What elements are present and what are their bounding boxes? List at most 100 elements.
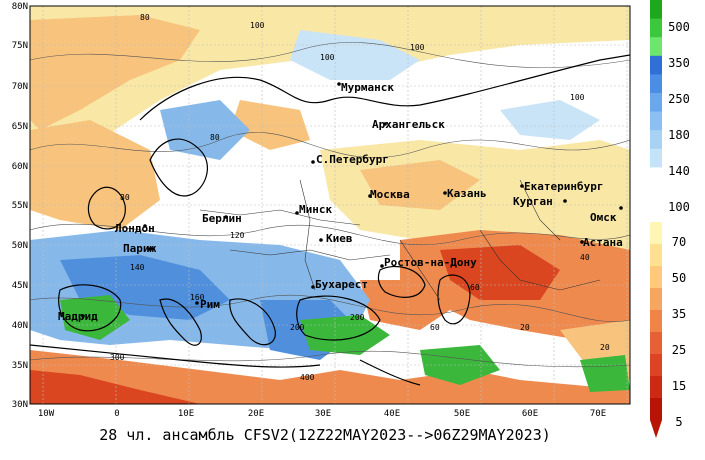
legend-swatch xyxy=(650,55,662,75)
legend-label: 35 xyxy=(672,307,686,321)
contour-label: 60 xyxy=(430,323,440,332)
city-dot xyxy=(143,224,147,228)
contour-label: 40 xyxy=(580,253,590,262)
legend-label: 140 xyxy=(668,164,690,178)
city-dot xyxy=(619,206,623,210)
legend-label: 25 xyxy=(672,343,686,357)
contour-label: 80 xyxy=(210,133,220,142)
lon-label: 10W xyxy=(38,409,55,419)
legend-arrow xyxy=(650,420,662,438)
legend-swatch xyxy=(650,288,662,311)
city-ekaterinburg: Екатеринбург xyxy=(524,180,603,193)
contour-label: 160 xyxy=(190,293,205,302)
legend-lower xyxy=(650,222,662,421)
legend-swatch xyxy=(650,0,662,20)
map-border xyxy=(29,5,631,405)
contour-value-labels: 100 80 100 100 100 80 80 120 140 160 200… xyxy=(110,13,610,382)
lon-label: 40E xyxy=(384,409,400,419)
contour-label: 20 xyxy=(600,343,610,352)
borders xyxy=(199,179,601,301)
contour-label: 20 xyxy=(520,323,530,332)
wet-extreme-asia xyxy=(580,355,630,392)
contour-label: 140 xyxy=(130,263,145,272)
legend-swatch xyxy=(650,244,662,267)
legend-label: 100 xyxy=(668,200,690,214)
lat-label: 60N xyxy=(12,162,28,172)
dry-area-caucasus xyxy=(360,280,450,330)
legend-swatch xyxy=(650,222,662,245)
city-dot xyxy=(295,211,299,215)
legend-swatch xyxy=(650,332,662,355)
legend-upper xyxy=(650,0,662,187)
city-london: Лондон xyxy=(115,222,155,235)
contour-label: 60 xyxy=(470,283,480,292)
legend-swatch xyxy=(650,148,662,168)
legend-label: 50 xyxy=(672,271,686,285)
city-dot xyxy=(380,264,384,268)
lat-label: 35N xyxy=(12,361,28,371)
legend-label: 70 xyxy=(672,235,686,249)
lat-label: 75N xyxy=(12,41,28,51)
dry-area-moscow xyxy=(360,160,480,210)
lon-label: 50E xyxy=(454,409,470,419)
contour-label: 80 xyxy=(120,193,130,202)
city-dot xyxy=(520,184,524,188)
legend-swatch xyxy=(650,37,662,57)
wet-area-scandinavia xyxy=(160,100,250,160)
legend-label: 5 xyxy=(675,415,682,429)
contour-label: 100 xyxy=(250,21,265,30)
lon-label: 70E xyxy=(590,409,606,419)
city-dot xyxy=(195,301,199,305)
city-dot xyxy=(563,199,567,203)
dry-area-south xyxy=(30,350,630,404)
legend-swatch xyxy=(650,310,662,333)
city-dot xyxy=(580,240,584,244)
city-rostov: Ростов-на-Дону xyxy=(384,256,477,269)
city-dot xyxy=(81,314,85,318)
legend-swatch xyxy=(650,130,662,150)
city-spb: С.Петербург xyxy=(316,153,389,166)
legend-swatch xyxy=(650,354,662,377)
lat-label: 50N xyxy=(12,241,28,251)
city-dot xyxy=(383,122,387,126)
legend-swatch xyxy=(650,167,662,187)
city-kiev: Киев xyxy=(326,232,353,245)
wet-area-urals xyxy=(500,100,600,140)
dry-area-west xyxy=(30,120,160,230)
dry-area-baltic xyxy=(230,100,310,150)
city-dot xyxy=(368,194,372,198)
city-minsk: Минск xyxy=(299,203,332,216)
lat-label: 30N xyxy=(12,400,28,410)
city-kurgan: Курган xyxy=(513,195,553,208)
map-area: 100 80 100 100 100 80 80 120 140 160 200… xyxy=(30,6,630,404)
contour-lines xyxy=(30,42,630,368)
lat-label: 45N xyxy=(12,281,28,291)
lon-label: 10E xyxy=(178,409,194,419)
city-astana: Астана xyxy=(583,236,623,249)
lat-label: 80N xyxy=(12,2,28,12)
contour-label: 200 xyxy=(290,323,305,332)
legend-labels: 500 350 250 180 140 100 70 50 35 25 15 5 xyxy=(668,20,690,429)
city-dot xyxy=(443,191,447,195)
legend-swatch xyxy=(650,18,662,38)
lon-label: 0 xyxy=(114,409,119,419)
city-dot xyxy=(337,82,341,86)
city-dot xyxy=(311,160,315,164)
legend-label: 350 xyxy=(668,56,690,70)
legend-swatch xyxy=(650,111,662,131)
contour-label: 100 xyxy=(570,93,585,102)
contour-label: 300 xyxy=(110,353,125,362)
city-bucharest: Бухарест xyxy=(315,278,368,291)
lat-axis: 80N 75N 70N 65N 60N 55N 50N 45N 40N 35N … xyxy=(12,2,28,410)
dry-area-caspian xyxy=(440,245,560,300)
dry-area-atlantic xyxy=(30,15,200,130)
city-omsk: Омск xyxy=(590,211,617,224)
city-dot xyxy=(319,238,323,242)
contour-label: 100 xyxy=(410,43,425,52)
legend-label: 500 xyxy=(668,20,690,34)
legend-label: 250 xyxy=(668,92,690,106)
city-dot xyxy=(148,247,152,251)
grid xyxy=(30,6,630,404)
